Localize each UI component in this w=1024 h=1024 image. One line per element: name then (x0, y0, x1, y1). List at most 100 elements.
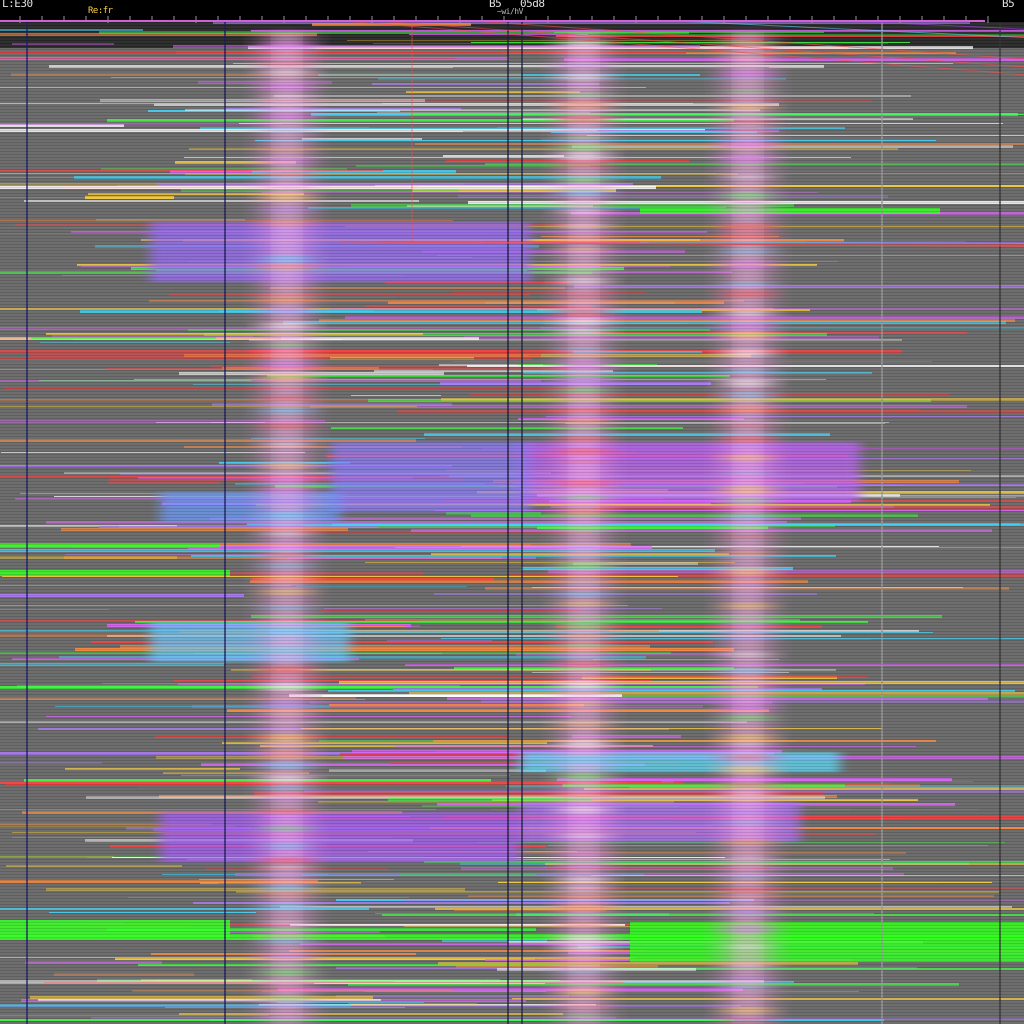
glitch-band (108, 481, 220, 484)
glitch-band (551, 505, 894, 508)
glitch-band (80, 310, 702, 313)
glitch-band (546, 416, 1024, 417)
glitch-band (332, 523, 1024, 526)
glitch-band (290, 924, 625, 926)
neon-slab (630, 922, 1024, 962)
glitch-band (532, 672, 789, 673)
glitch-band (409, 34, 588, 35)
glitch-band (154, 103, 779, 106)
glitch-band (471, 514, 918, 517)
glitch-band (278, 988, 743, 991)
glitch-band (563, 784, 845, 787)
glitch-band (0, 129, 705, 132)
glitch-band (0, 308, 773, 310)
glitch-band (329, 769, 546, 772)
glitch-band (541, 323, 687, 324)
glitch-band (0, 465, 452, 467)
glitch-band (0, 605, 628, 606)
glitch-band (231, 669, 651, 671)
glitch-band (46, 888, 465, 891)
color-wash (160, 812, 520, 862)
neon-slab (0, 570, 230, 576)
glitch-band (0, 620, 420, 621)
glitch-band (0, 58, 455, 59)
glitch-band (0, 1005, 741, 1007)
glitch-band (39, 380, 251, 381)
glitch-band (330, 308, 1024, 310)
glitch-band (236, 891, 999, 893)
glitch-band (157, 183, 633, 185)
glitch-band (412, 189, 616, 192)
glitch-band (321, 610, 582, 611)
glitch-band (397, 410, 1024, 413)
glitch-band (446, 512, 541, 515)
glitch-band (395, 547, 1024, 548)
header-left-label: L:E30 (2, 0, 33, 10)
glitch-band (0, 525, 177, 527)
glitch-band (59, 656, 646, 659)
glitch-band (300, 943, 707, 945)
glitch-band (548, 867, 770, 869)
glitch-band (545, 863, 1024, 865)
header-center-sublabel: ~wi/hV (497, 7, 523, 16)
header-right-label: B5 (1002, 0, 1015, 10)
glitch-band (0, 124, 124, 127)
column-glow-2 (561, 32, 606, 1024)
glitch-band (239, 123, 1003, 124)
glitch-band (181, 189, 459, 192)
glitch-band (107, 928, 536, 931)
glitch-band (170, 170, 282, 173)
glitch-band (302, 874, 644, 876)
glitch-band (192, 705, 703, 708)
glitch-band (0, 361, 453, 362)
glitch-band (454, 910, 606, 911)
glitch-band (0, 1015, 269, 1016)
glitch-band (75, 648, 734, 651)
glitch-band (336, 899, 754, 901)
glitch-band (179, 1013, 563, 1015)
color-wash (150, 222, 530, 282)
glitch-band (46, 333, 423, 335)
glitch-band (222, 742, 547, 744)
glitch-band (400, 874, 536, 875)
glitch-band (521, 639, 871, 640)
glitch-band (347, 40, 762, 41)
glitch-band (324, 608, 662, 609)
glitch-band (415, 143, 1024, 145)
glitch-band (302, 138, 422, 140)
glitch-band (348, 1003, 477, 1006)
glitch-band (262, 192, 818, 193)
glitch-band (251, 30, 1024, 32)
glitch-band (461, 867, 893, 870)
glitch-band (138, 787, 629, 788)
glitch-band (541, 236, 779, 237)
glitch-band (155, 736, 509, 738)
glitch-band (277, 241, 966, 242)
glitch-band (382, 914, 1024, 916)
glitch-band (17, 685, 460, 688)
color-wash (160, 492, 340, 522)
glitch-band (106, 368, 571, 370)
glitch-band (283, 321, 1006, 324)
glitch-band (25, 961, 162, 964)
neon-slab (0, 934, 1024, 940)
glitch-band (310, 701, 772, 704)
glitch-band (318, 801, 674, 803)
glitch-band (0, 350, 515, 353)
glitch-band (537, 526, 768, 529)
glitch-band (516, 653, 731, 656)
glitch-band (65, 768, 240, 770)
glitch-band (156, 422, 265, 423)
glitch-band (574, 285, 1024, 288)
glitch-band (281, 749, 810, 750)
glitch-band (407, 205, 593, 207)
glitch-band (336, 995, 569, 998)
glitch-band (369, 127, 497, 128)
glitch-band (179, 372, 444, 375)
glitch-band (252, 170, 456, 173)
glitch-band (584, 787, 1024, 790)
glitch-band (0, 980, 764, 983)
glitch-band (74, 176, 661, 179)
glitch-band (405, 664, 1024, 666)
glow-columns (264, 32, 770, 1024)
